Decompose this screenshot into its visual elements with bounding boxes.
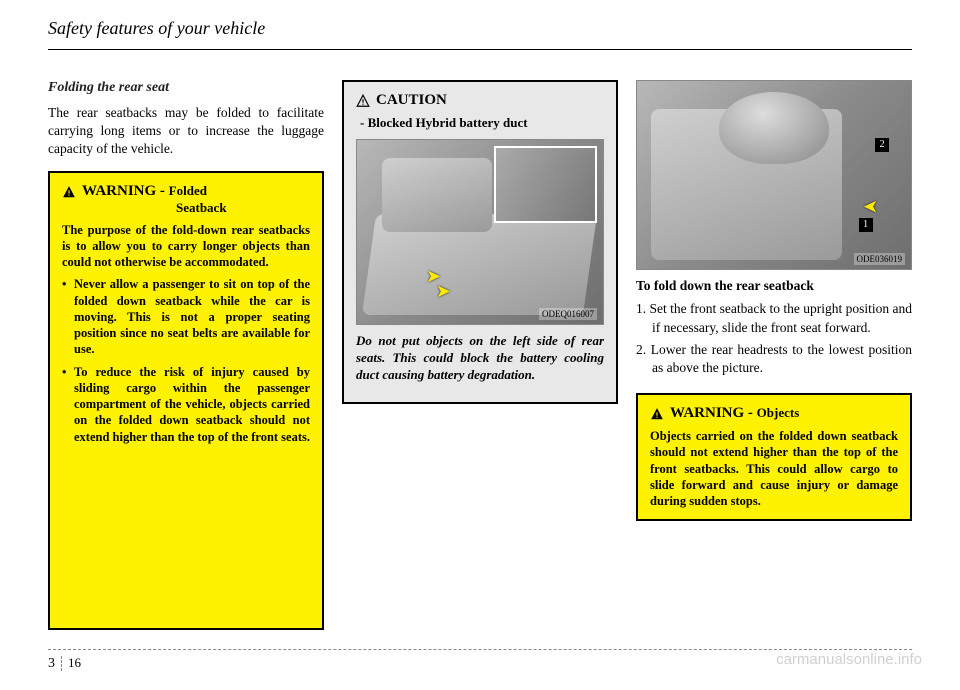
warning-body: The purpose of the fold-down rear seatba… bbox=[62, 222, 310, 445]
fold-down-head: To fold down the rear seatback bbox=[636, 278, 912, 294]
warning2-body: Objects carried on the folded down seatb… bbox=[650, 428, 898, 509]
photo-headrest: ➤ 2 1 ODE036019 bbox=[636, 80, 912, 270]
watermark: carmanualsonline.info bbox=[776, 651, 922, 668]
callout-1: 1 bbox=[859, 218, 873, 232]
caution-box-battery-duct: CAUTION - Blocked Hybrid battery duct ➤ … bbox=[342, 80, 618, 404]
caution-icon bbox=[356, 94, 370, 108]
photo-label-2: ODE036019 bbox=[854, 253, 906, 265]
warning-title: WARNING - Folded Seatback bbox=[62, 183, 310, 216]
photo-inset bbox=[494, 146, 597, 223]
page-number: 3 16 bbox=[48, 655, 81, 670]
warning-box-objects: WARNING - Objects Objects carried on the… bbox=[636, 393, 912, 521]
warning-bullet-1: Never allow a passenger to sit on top of… bbox=[62, 276, 310, 357]
caution-subtitle: - Blocked Hybrid battery duct bbox=[356, 115, 604, 131]
warning2-title: WARNING - Objects bbox=[650, 405, 898, 422]
section-number: 3 bbox=[48, 656, 62, 671]
photo-rear-seat-duct: ➤ ➤ ODEQ016007 bbox=[356, 139, 604, 325]
caution-title: CAUTION bbox=[356, 92, 604, 109]
warning-label: WARNING - bbox=[82, 183, 165, 199]
arrow-icon: ➤ bbox=[436, 281, 451, 302]
arrow-icon: ➤ bbox=[863, 196, 878, 217]
fold-steps: 1. Set the front seatback to the upright… bbox=[636, 300, 912, 381]
warning2-sub: Objects bbox=[757, 405, 800, 420]
warning-body-text: The purpose of the fold-down rear seatba… bbox=[62, 222, 310, 271]
column-1: Folding the rear seat The rear seatbacks… bbox=[48, 80, 324, 630]
warning-icon bbox=[650, 407, 664, 421]
warning-icon bbox=[62, 185, 76, 199]
subhead-folding: Folding the rear seat bbox=[48, 80, 324, 96]
warning-sub2: Seatback bbox=[82, 200, 227, 216]
caution-caption: Do not put objects on the left side of r… bbox=[356, 333, 604, 384]
warning-box-folded-seatback: WARNING - Folded Seatback The purpose of… bbox=[48, 171, 324, 630]
warning-bullet-2: To reduce the risk of injury caused by s… bbox=[62, 364, 310, 445]
column-2: CAUTION - Blocked Hybrid battery duct ➤ … bbox=[342, 80, 618, 630]
header-title: Safety features of your vehicle bbox=[48, 18, 912, 39]
step-2: 2. Lower the rear headrests to the lowes… bbox=[636, 341, 912, 377]
warning2-label: WARNING - bbox=[670, 405, 753, 421]
page-num-value: 16 bbox=[68, 655, 81, 670]
warning-sub1: Folded bbox=[169, 183, 207, 198]
content-area: Folding the rear seat The rear seatbacks… bbox=[48, 80, 912, 630]
headrest-shape bbox=[719, 92, 829, 164]
page-header: Safety features of your vehicle bbox=[48, 18, 912, 50]
warning-bullets: Never allow a passenger to sit on top of… bbox=[62, 276, 310, 445]
caution-label: CAUTION bbox=[376, 92, 447, 109]
callout-2: 2 bbox=[875, 138, 889, 152]
step-1: 1. Set the front seatback to the upright… bbox=[636, 300, 912, 336]
photo-label-1: ODEQ016007 bbox=[539, 308, 597, 320]
intro-text: The rear seatbacks may be folded to faci… bbox=[48, 104, 324, 159]
column-3: ➤ 2 1 ODE036019 To fold down the rear se… bbox=[636, 80, 912, 630]
